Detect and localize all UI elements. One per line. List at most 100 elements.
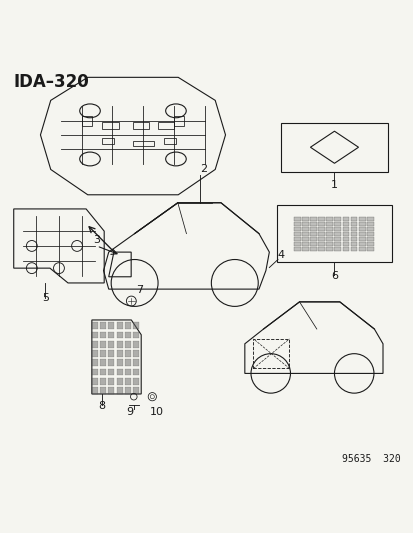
Text: 3: 3 <box>93 235 100 245</box>
Bar <box>294 237 300 241</box>
Text: 6: 6 <box>330 271 337 281</box>
Bar <box>108 341 114 348</box>
Bar <box>294 247 300 251</box>
Text: 7: 7 <box>135 285 143 295</box>
Bar <box>100 368 106 375</box>
Bar <box>325 227 332 231</box>
Bar <box>102 122 118 129</box>
Bar <box>133 378 139 385</box>
Bar <box>310 222 316 226</box>
Bar <box>310 237 316 241</box>
Bar <box>350 227 356 231</box>
Bar <box>301 227 309 231</box>
Bar <box>108 350 114 357</box>
Bar <box>124 359 131 366</box>
Bar <box>334 222 340 226</box>
Bar <box>294 222 300 226</box>
Bar <box>318 227 325 231</box>
Text: 8: 8 <box>98 401 105 411</box>
Bar <box>133 368 139 375</box>
Text: 10: 10 <box>149 407 163 417</box>
Bar <box>366 222 373 226</box>
Bar <box>310 232 316 236</box>
Text: 5: 5 <box>42 294 49 303</box>
Bar <box>318 242 325 246</box>
Bar <box>100 350 106 357</box>
Bar <box>124 341 131 348</box>
Bar <box>358 247 365 251</box>
Bar <box>116 368 122 375</box>
Bar <box>301 247 309 251</box>
Bar <box>342 232 349 236</box>
Bar <box>100 332 106 338</box>
Bar <box>350 247 356 251</box>
Bar <box>318 222 325 226</box>
Bar <box>310 217 316 221</box>
Bar <box>116 359 122 366</box>
Bar <box>100 387 106 394</box>
Bar <box>318 232 325 236</box>
Bar <box>108 322 114 329</box>
Bar <box>310 242 316 246</box>
Bar <box>325 217 332 221</box>
Bar <box>318 217 325 221</box>
Bar <box>92 322 98 329</box>
Bar <box>366 247 373 251</box>
Bar <box>350 242 356 246</box>
Bar <box>342 247 349 251</box>
Bar <box>310 227 316 231</box>
Bar <box>124 350 131 357</box>
Bar <box>342 217 349 221</box>
Bar <box>318 237 325 241</box>
Bar <box>358 217 365 221</box>
Bar <box>276 205 391 262</box>
Bar <box>342 237 349 241</box>
Bar <box>366 232 373 236</box>
Bar <box>92 332 98 338</box>
Text: 2: 2 <box>199 164 207 174</box>
Bar <box>301 242 309 246</box>
Bar <box>157 122 174 129</box>
Bar <box>350 217 356 221</box>
Bar <box>334 217 340 221</box>
Bar <box>310 247 316 251</box>
Bar <box>100 359 106 366</box>
Bar <box>133 387 139 394</box>
Bar <box>366 217 373 221</box>
Bar <box>133 141 153 147</box>
Bar <box>342 242 349 246</box>
Bar <box>358 242 365 246</box>
Text: 4: 4 <box>277 251 284 260</box>
Bar <box>92 378 98 385</box>
Bar <box>342 222 349 226</box>
Bar <box>253 339 289 368</box>
Text: IDA–320: IDA–320 <box>14 73 89 91</box>
Bar <box>358 222 365 226</box>
Bar <box>334 237 340 241</box>
Bar <box>318 247 325 251</box>
Bar <box>350 232 356 236</box>
Bar <box>294 217 300 221</box>
Bar <box>116 322 122 329</box>
Bar <box>334 247 340 251</box>
Bar <box>124 332 131 338</box>
Bar <box>350 222 356 226</box>
Bar <box>92 368 98 375</box>
Bar <box>116 341 122 348</box>
Bar <box>108 387 114 394</box>
Text: 9: 9 <box>126 407 133 417</box>
Bar <box>358 227 365 231</box>
Bar <box>366 242 373 246</box>
Bar <box>301 222 309 226</box>
Bar <box>124 368 131 375</box>
Bar <box>116 387 122 394</box>
Bar <box>133 122 149 129</box>
Bar <box>174 117 184 126</box>
Bar <box>325 242 332 246</box>
Bar <box>102 139 114 144</box>
Bar <box>280 123 387 172</box>
Bar <box>116 350 122 357</box>
Bar <box>294 242 300 246</box>
Bar <box>133 341 139 348</box>
Bar <box>164 139 176 144</box>
